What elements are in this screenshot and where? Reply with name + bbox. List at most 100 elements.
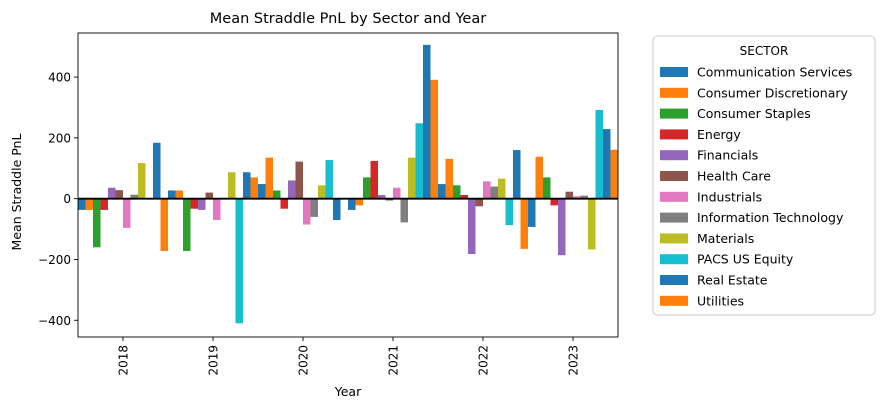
x-tick-label: 2023 bbox=[567, 345, 581, 376]
legend-swatch bbox=[660, 233, 688, 244]
bar bbox=[550, 198, 558, 206]
bar bbox=[213, 198, 221, 220]
bar bbox=[258, 184, 266, 199]
bar bbox=[363, 177, 371, 199]
bars-group bbox=[78, 44, 618, 324]
legend-label: Health Care bbox=[697, 169, 771, 184]
legend-swatch bbox=[660, 87, 688, 98]
bar bbox=[460, 195, 468, 199]
legend-box bbox=[652, 35, 876, 316]
bar bbox=[295, 161, 303, 199]
bar bbox=[490, 186, 498, 199]
bar bbox=[190, 198, 198, 209]
legend-label: Financials bbox=[697, 148, 758, 163]
y-axis-label: Mean Straddle PnL bbox=[9, 134, 24, 251]
legend-swatch bbox=[660, 275, 688, 285]
legend-swatch bbox=[660, 191, 688, 202]
bar bbox=[438, 184, 446, 199]
legend-swatch bbox=[660, 108, 688, 119]
bar bbox=[183, 198, 191, 251]
bar bbox=[250, 177, 258, 199]
bar bbox=[303, 198, 311, 225]
legend-swatch bbox=[660, 67, 688, 77]
bar bbox=[355, 198, 363, 206]
bar bbox=[400, 198, 408, 223]
bar bbox=[558, 198, 566, 256]
bar bbox=[408, 157, 416, 199]
bar bbox=[565, 191, 573, 199]
bar bbox=[378, 195, 386, 199]
legend-label: Real Estate bbox=[697, 273, 768, 288]
bar bbox=[325, 160, 333, 199]
bar bbox=[393, 187, 401, 199]
chart-title: Mean Straddle PnL by Sector and Year bbox=[210, 11, 486, 27]
legend-label: Industrials bbox=[697, 189, 762, 204]
x-tick-label: 2022 bbox=[477, 345, 491, 376]
bar bbox=[370, 160, 378, 199]
bar bbox=[93, 198, 101, 248]
legend-swatch bbox=[660, 171, 688, 181]
bar bbox=[415, 123, 423, 199]
bar bbox=[318, 185, 326, 199]
legend-swatch bbox=[660, 150, 688, 161]
plot-area: −400 −200 0 200 400 2018 2019 2020 2021 2022 2023 bbox=[38, 32, 619, 376]
legend-label: Materials bbox=[697, 231, 754, 246]
legend-title: SECTOR bbox=[740, 44, 789, 58]
bar bbox=[385, 198, 393, 201]
y-tick-label: 0 bbox=[63, 192, 71, 206]
bar bbox=[513, 150, 521, 199]
bar bbox=[505, 198, 513, 226]
bar bbox=[430, 79, 438, 199]
bar bbox=[610, 149, 618, 199]
bar bbox=[100, 198, 108, 210]
legend-label: PACS US Equity bbox=[697, 252, 794, 267]
bar bbox=[108, 187, 116, 199]
y-tick-label: −200 bbox=[38, 253, 71, 267]
bar bbox=[243, 172, 251, 199]
bar bbox=[498, 178, 506, 199]
bar bbox=[78, 198, 86, 210]
legend-label: Information Technology bbox=[697, 210, 844, 225]
bar bbox=[310, 198, 318, 217]
legend-label: Energy bbox=[697, 127, 741, 142]
x-axis-ticks: 2018 2019 2020 2021 2022 2023 bbox=[117, 337, 581, 376]
bar bbox=[273, 190, 281, 199]
bar bbox=[85, 198, 93, 210]
bar bbox=[265, 157, 273, 199]
bar bbox=[123, 198, 131, 228]
bar bbox=[138, 163, 146, 199]
legend-label: Consumer Staples bbox=[697, 106, 811, 121]
bar bbox=[115, 190, 123, 199]
legend: SECTOR Communication Services Consumer Di… bbox=[652, 35, 876, 316]
bar bbox=[483, 181, 491, 199]
y-axis-ticks: −400 −200 0 200 400 bbox=[38, 71, 78, 328]
bar bbox=[348, 198, 356, 210]
bar bbox=[333, 198, 341, 220]
plot-frame bbox=[77, 32, 619, 338]
bar bbox=[453, 185, 461, 199]
y-tick-label: 200 bbox=[48, 131, 71, 145]
bar bbox=[160, 198, 168, 251]
bar bbox=[535, 156, 543, 199]
bar bbox=[445, 158, 453, 199]
legend-swatch bbox=[660, 254, 688, 265]
bar bbox=[235, 198, 243, 324]
bar bbox=[580, 195, 588, 199]
bar bbox=[130, 194, 138, 199]
bar bbox=[153, 142, 161, 199]
x-tick-label: 2020 bbox=[297, 345, 311, 376]
bar bbox=[573, 196, 581, 199]
bar bbox=[475, 198, 483, 207]
bar bbox=[168, 190, 176, 199]
y-tick-label: 400 bbox=[48, 71, 71, 85]
bar bbox=[228, 172, 236, 199]
bar bbox=[603, 129, 611, 199]
bar bbox=[468, 198, 476, 255]
x-axis-label: Year bbox=[334, 384, 362, 399]
legend-swatch bbox=[660, 212, 688, 223]
bar bbox=[205, 192, 213, 199]
legend-label: Consumer Discretionary bbox=[697, 85, 848, 100]
bar bbox=[588, 198, 596, 250]
legend-swatch bbox=[660, 129, 688, 140]
